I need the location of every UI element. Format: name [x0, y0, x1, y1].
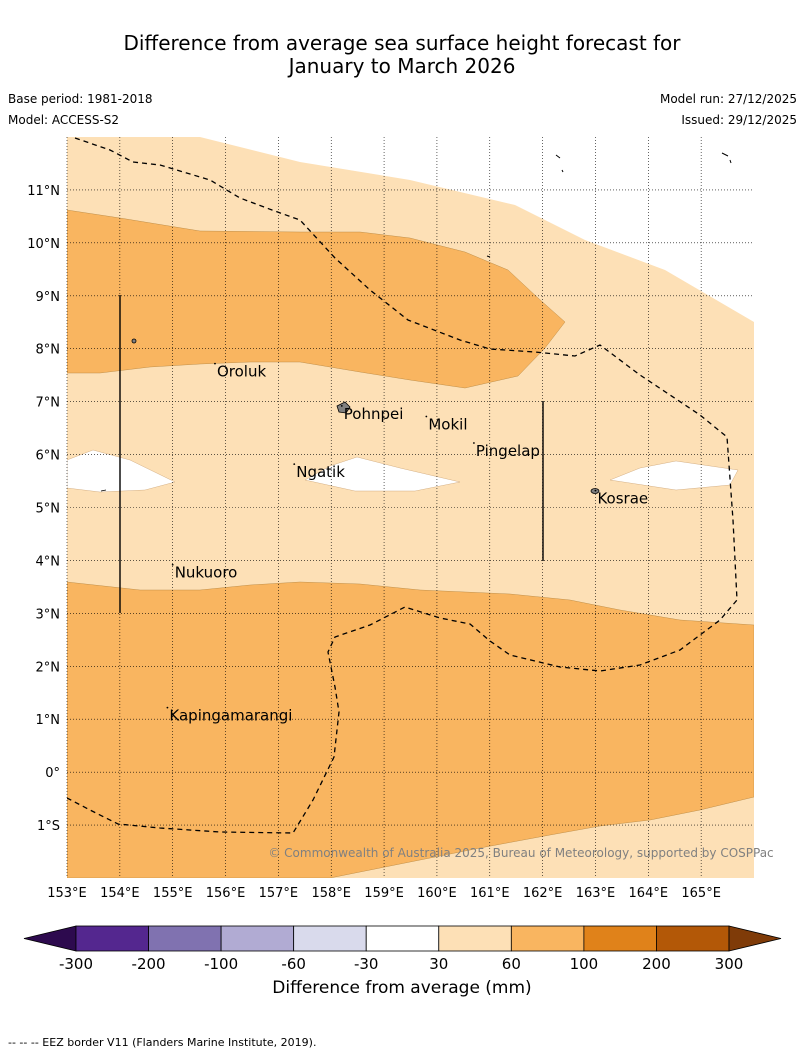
atoll-mark-icon — [100, 489, 107, 492]
lat-tick-label: 0° — [45, 766, 60, 781]
lon-tick-label: 165°E — [681, 886, 721, 901]
colorbar-tick-label: 30 — [429, 955, 448, 973]
longitude-labels: 153°E 154°E 155°E 156°E 157°E 158°E 159°E 160°E… — [47, 886, 721, 901]
lon-tick-label: 154°E — [100, 886, 140, 901]
latitude-labels: 11°N 10°N 9°N 8°N 7°N 6°N 5°N 4°N 3°N 2°N 1°N 0° 1°S — [27, 184, 60, 834]
lon-tick-label: 164°E — [629, 886, 669, 901]
place-marker — [293, 463, 296, 466]
colorbar-segment — [438, 925, 512, 952]
lat-tick-label: 10°N — [27, 237, 60, 252]
lon-tick-label: 158°E — [311, 886, 351, 901]
place-label: Ngatik — [296, 463, 345, 481]
lon-tick-label: 155°E — [153, 886, 193, 901]
lat-tick-label: 4°N — [36, 554, 61, 569]
colorbar-arrow-max — [728, 925, 782, 952]
place-label: Nukuoro — [175, 564, 238, 582]
colorbar-tick-label: 100 — [570, 955, 599, 973]
atoll-dots-icon — [486, 152, 732, 258]
place-marker — [425, 415, 428, 418]
lon-tick-label: 160°E — [417, 886, 457, 901]
colorbar-segment — [148, 925, 222, 952]
lat-tick-label: 7°N — [36, 396, 61, 411]
place-marker — [214, 362, 216, 365]
band-white-ne — [200, 137, 754, 322]
title-line-2: January to March 2026 — [288, 54, 516, 78]
place-label: Mokil — [428, 416, 467, 434]
white-hole-west — [67, 449, 176, 493]
place-label: Kapingamarangi — [169, 707, 292, 725]
place-marker — [166, 706, 169, 709]
map-title: Difference from average sea surface heig… — [0, 32, 804, 78]
gridlines — [66, 137, 754, 878]
lon-tick-label: 162°E — [523, 886, 563, 901]
pohnpei-island-icon — [336, 401, 351, 414]
colorbar-tick-label: 60 — [502, 955, 521, 973]
colorbar-tick-label: 300 — [715, 955, 744, 973]
colorbar-segment — [656, 925, 730, 952]
colorbar-segment — [510, 925, 585, 952]
lat-tick-label: 9°N — [36, 290, 61, 305]
model-name: Model: ACCESS-S2 — [8, 113, 120, 127]
model-run-date: Model run: 27/12/2025 — [659, 92, 797, 106]
colorbar-segment — [365, 925, 440, 952]
colorbar-tick-label: -60 — [281, 955, 306, 973]
place-marker — [473, 442, 475, 444]
place-marker — [594, 489, 597, 492]
colorbar-tick-label: 200 — [642, 955, 671, 973]
lon-tick-label: 161°E — [470, 886, 510, 901]
contour-layer — [67, 137, 754, 878]
lat-tick-label: 8°N — [36, 343, 61, 358]
lat-tick-label: 2°N — [36, 660, 61, 675]
place-label: Oroluk — [217, 363, 266, 381]
eez-border-line — [67, 137, 738, 834]
colorbar-tick-label: -300 — [59, 955, 93, 973]
lat-tick-label: 1°N — [36, 713, 61, 728]
colorbar-segment — [583, 925, 657, 952]
place-label: Pingelap — [476, 442, 540, 460]
lon-tick-label: 157°E — [259, 886, 299, 901]
colorbar: -300 -200 -100 -60 -30 30 60 100 200 300 — [23, 925, 782, 973]
lat-tick-label: 5°N — [36, 502, 61, 517]
lat-tick-label: 1°S — [37, 819, 60, 834]
title-line-1: Difference from average sea surface heig… — [123, 31, 681, 55]
eez-footnote: -- -- -- EEZ border V11 (Flanders Marine… — [8, 1036, 317, 1049]
islands — [100, 152, 732, 494]
place-marker — [171, 563, 174, 566]
colorbar-arrow-min — [23, 925, 77, 952]
lon-tick-label: 163°E — [576, 886, 616, 901]
colorbar-title: Difference from average (mm) — [272, 978, 532, 998]
white-hole-central — [304, 456, 461, 492]
place-marker — [340, 405, 343, 407]
colorbar-segment — [220, 925, 295, 952]
place-labels: Oroluk Pohnpei Mokil Pingelap Ngatik Kosrae Nu… — [166, 362, 648, 725]
colorbar-tick-label: -200 — [132, 955, 166, 973]
small-island-icon — [131, 338, 137, 344]
colorbar-tick-label: -100 — [204, 955, 238, 973]
place-label: Kosrae — [597, 490, 648, 508]
white-hole-east — [609, 460, 739, 491]
issued-date: Issued: 29/12/2025 — [681, 113, 797, 127]
lon-tick-label: 153°E — [47, 886, 87, 901]
eez-border — [67, 137, 738, 834]
band-60-100-north — [67, 209, 566, 389]
colorbar-tick-label: -30 — [354, 955, 379, 973]
colorbar-segment — [293, 925, 367, 952]
lat-tick-label: 11°N — [27, 184, 60, 199]
copyright-notice: © Commonwealth of Australia 2025, Bureau… — [268, 846, 773, 860]
colorbar-segment — [75, 925, 149, 952]
lon-tick-label: 156°E — [206, 886, 246, 901]
lat-tick-label: 6°N — [36, 449, 61, 464]
place-label: Pohnpei — [344, 405, 404, 423]
lat-tick-label: 3°N — [36, 607, 61, 622]
base-period: Base period: 1981-2018 — [8, 92, 153, 106]
band-60-100-south — [67, 581, 754, 878]
lon-tick-label: 159°E — [364, 886, 404, 901]
